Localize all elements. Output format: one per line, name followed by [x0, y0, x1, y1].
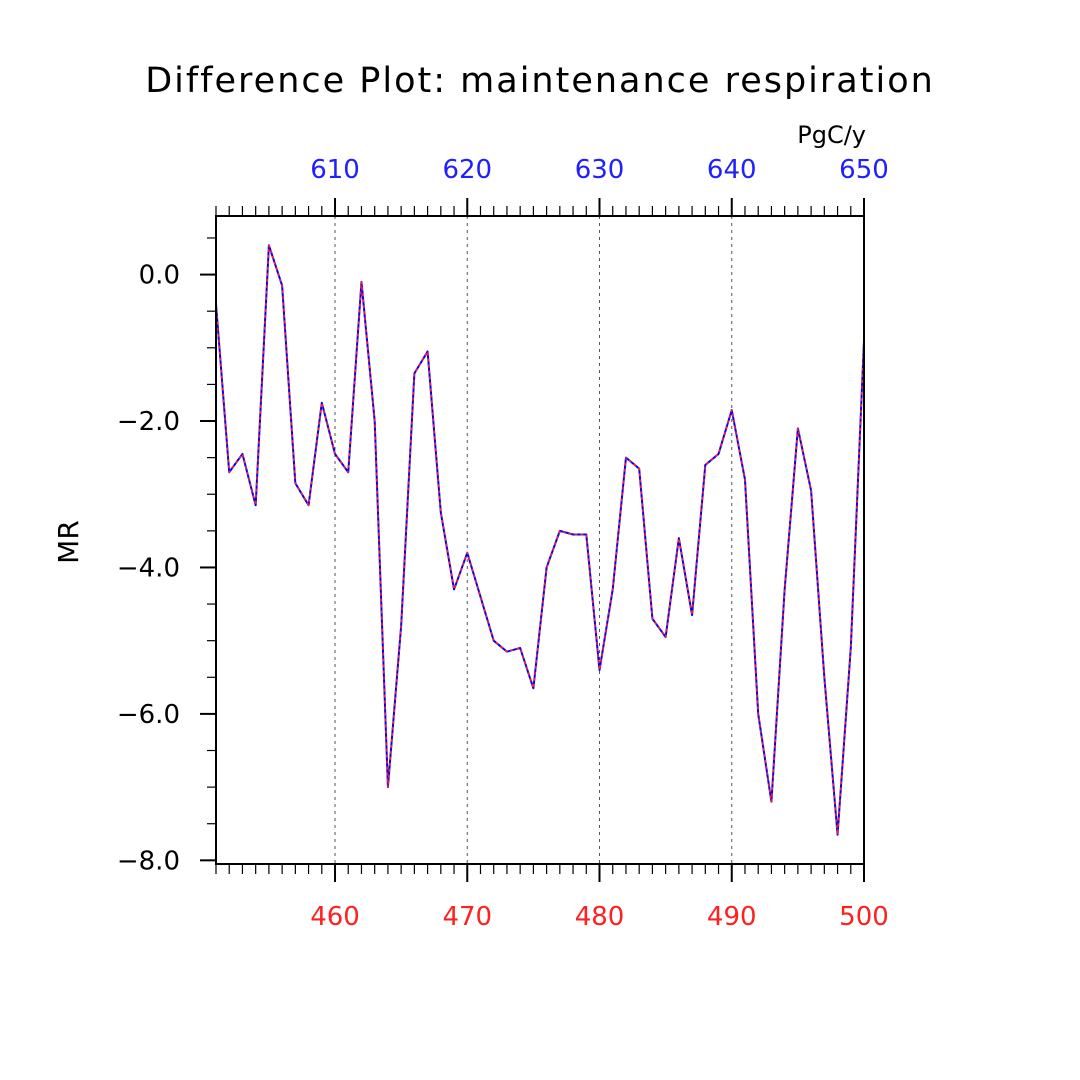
- x-top-tick-label: 640: [707, 155, 757, 185]
- units-label: PgC/y: [797, 121, 866, 149]
- plot-frame: [215, 215, 865, 865]
- x-bottom-tick-label: 480: [575, 902, 625, 932]
- x-bottom-tick-label: 500: [839, 902, 889, 932]
- x-top-tick-label: 620: [442, 155, 492, 185]
- series-layer: [215, 244, 865, 836]
- y-axis-label: MR: [52, 520, 85, 564]
- x-bottom-tick-label: 470: [442, 902, 492, 932]
- y-tick-label: 0.0: [139, 261, 180, 291]
- x-top-tick-label: 610: [310, 155, 360, 185]
- series-line-1: [215, 244, 865, 836]
- x-bottom-tick-label: 490: [707, 902, 757, 932]
- y-tick-label: −4.0: [117, 553, 180, 583]
- x-top-tick-label: 650: [839, 155, 889, 185]
- grid-layer: [334, 216, 733, 864]
- series-line-2: [215, 244, 865, 836]
- label-layer: 460 470 480 490 500 610 620 630 640 650 0.0 −2.0 −4.…: [117, 155, 889, 932]
- x-top-tick-label: 630: [575, 155, 625, 185]
- chart-title: Difference Plot: maintenance respiration: [145, 61, 935, 101]
- y-tick-label: −8.0: [117, 846, 180, 876]
- x-bottom-tick-label: 460: [310, 902, 360, 932]
- y-tick-label: −2.0: [117, 407, 180, 437]
- y-tick-label: −6.0: [117, 700, 180, 730]
- tick-layer: [200, 198, 865, 882]
